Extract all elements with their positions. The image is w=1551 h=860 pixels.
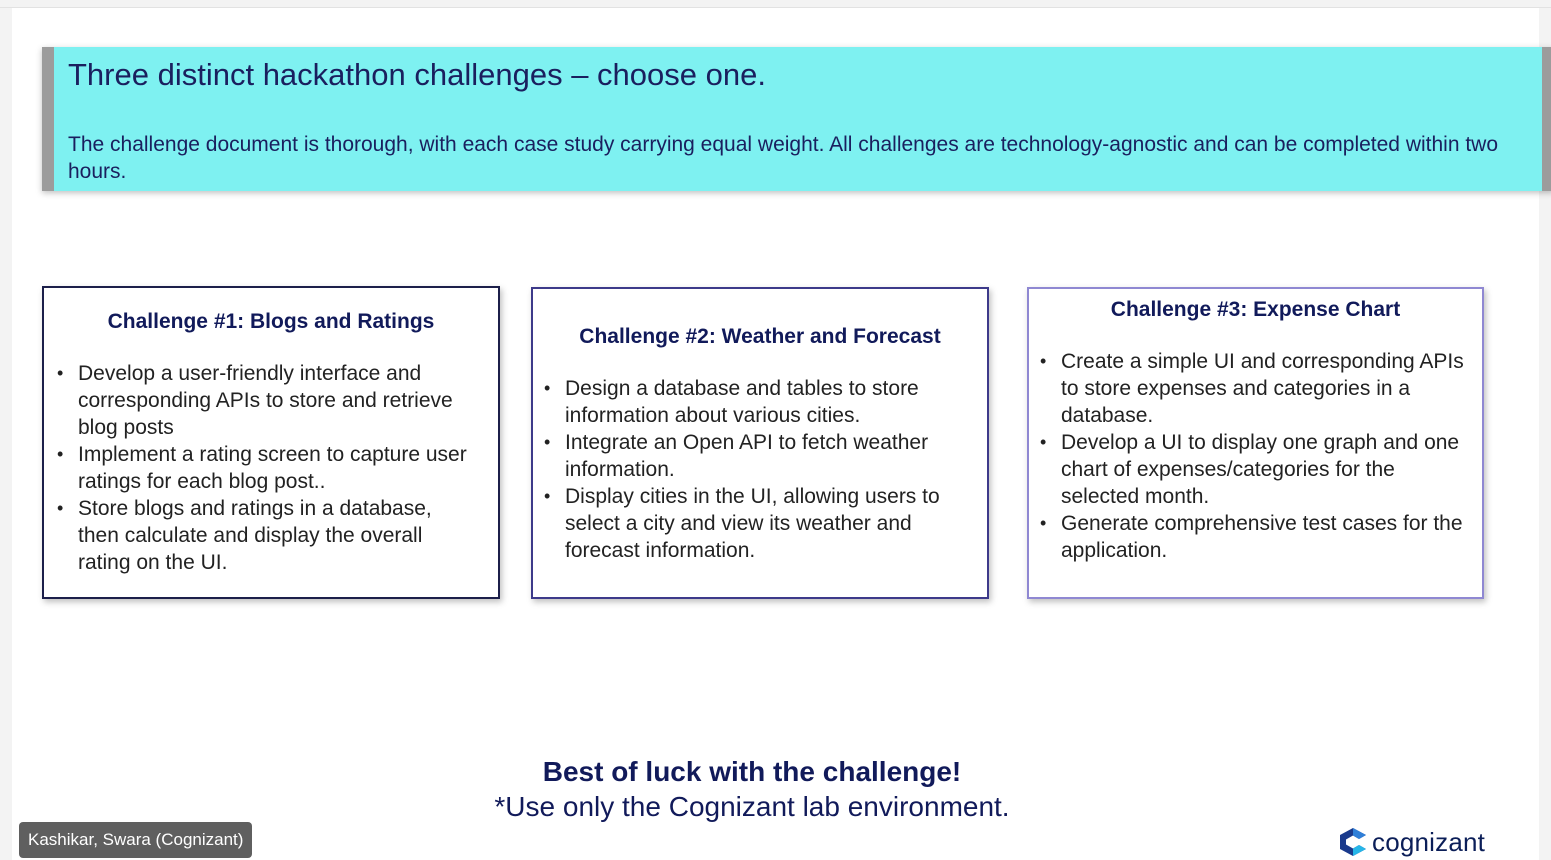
- slide-title: Three distinct hackathon challenges – ch…: [68, 57, 766, 92]
- bullet-item: Generate comprehensive test cases for th…: [1039, 510, 1464, 564]
- challenge-card-2: Challenge #2: Weather and Forecast Desig…: [531, 287, 989, 599]
- challenge-title: Challenge #3: Expense Chart: [1110, 298, 1401, 321]
- bullet-item: Create a simple UI and corresponding API…: [1039, 348, 1464, 429]
- challenge-points: Design a database and tables to store in…: [543, 375, 963, 564]
- closing-note: *Use only the Cognizant lab environment.: [494, 791, 1010, 822]
- bullet-item: Display cities in the UI, allowing users…: [543, 483, 963, 564]
- bullet-item: Integrate an Open API to fetch weather i…: [543, 429, 963, 483]
- participant-name-tag: Kashikar, Swara (Cognizant): [19, 822, 253, 858]
- challenge-card-3: Challenge #3: Expense Chart Create a sim…: [1027, 287, 1484, 599]
- challenge-title: Challenge #1: Blogs and Ratings: [107, 310, 435, 333]
- logo-text: cognizant: [1372, 826, 1486, 857]
- bullet-item: Develop a UI to display one graph and on…: [1039, 429, 1464, 510]
- cognizant-logo: cognizant: [1338, 824, 1485, 860]
- challenge-points: Create a simple UI and corresponding API…: [1039, 348, 1464, 564]
- window-top-edge: [0, 0, 1551, 8]
- bullet-item: Develop a user-friendly interface and co…: [56, 360, 476, 441]
- bullet-item: Implement a rating screen to capture use…: [56, 441, 476, 495]
- closing-title: Best of luck with the challenge!: [542, 756, 962, 787]
- intro-text: The challenge document is thorough, with…: [68, 133, 1499, 183]
- bullet-item: Store blogs and ratings in a database, t…: [56, 495, 476, 576]
- bullet-item: Design a database and tables to store in…: [543, 375, 963, 429]
- intro-banner: Three distinct hackathon challenges – ch…: [42, 47, 1551, 191]
- challenge-points: Develop a user-friendly interface and co…: [56, 360, 476, 576]
- cognizant-logo-icon: [1340, 828, 1366, 856]
- presentation-slide: Three distinct hackathon challenges – ch…: [12, 8, 1551, 860]
- challenge-title: Challenge #2: Weather and Forecast: [579, 325, 941, 348]
- challenge-card-1: Challenge #1: Blogs and Ratings Develop …: [42, 286, 500, 599]
